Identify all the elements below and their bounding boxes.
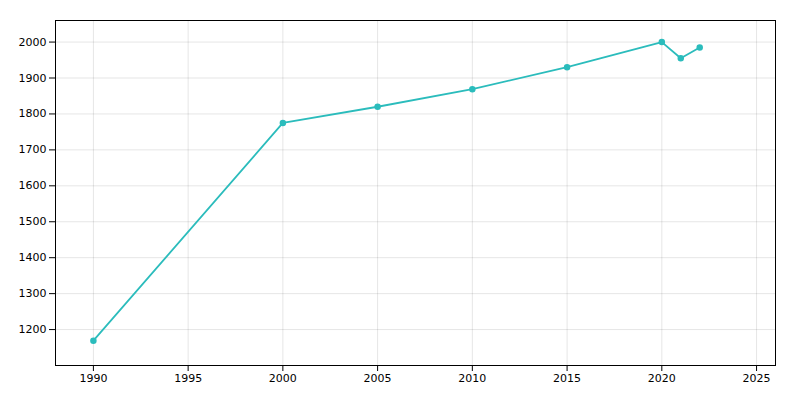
svg-text:1200: 1200 xyxy=(19,323,47,336)
svg-text:1500: 1500 xyxy=(19,215,47,228)
svg-text:1900: 1900 xyxy=(19,72,47,85)
svg-text:1990: 1990 xyxy=(79,372,107,385)
svg-text:2015: 2015 xyxy=(553,372,581,385)
svg-text:1800: 1800 xyxy=(19,107,47,120)
svg-text:2000: 2000 xyxy=(269,372,297,385)
svg-text:1700: 1700 xyxy=(19,143,47,156)
svg-text:2005: 2005 xyxy=(364,372,392,385)
svg-text:2025: 2025 xyxy=(743,372,771,385)
svg-text:2020: 2020 xyxy=(648,372,676,385)
svg-text:2010: 2010 xyxy=(458,372,486,385)
svg-text:1300: 1300 xyxy=(19,287,47,300)
svg-text:1995: 1995 xyxy=(174,372,202,385)
svg-text:1600: 1600 xyxy=(19,179,47,192)
svg-text:2000: 2000 xyxy=(19,36,47,49)
svg-text:1400: 1400 xyxy=(19,251,47,264)
